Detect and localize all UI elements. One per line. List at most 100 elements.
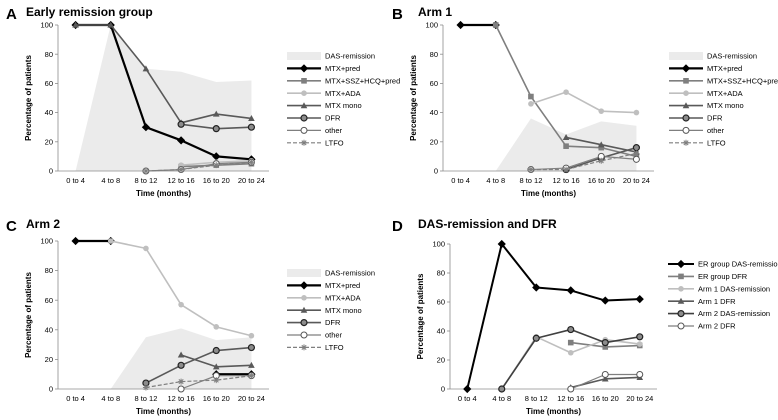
panel-b-data-point: [632, 155, 640, 163]
panel-d-y-axis-label: Percentage of patients: [416, 273, 425, 359]
panel-a-data-point: [141, 123, 151, 132]
panel-b: B Arm 1 0 20 40 60 80 100 0 to 4 4 to 8 8 to 12 12 …: [392, 5, 778, 198]
panel-b-x-tick-label: 12 to 16: [553, 176, 580, 185]
panel-a-x-tick-label: 4 to 8: [101, 176, 120, 185]
legend-label: Arm 1 DAS-remission: [698, 284, 770, 293]
legend-marker: [682, 114, 690, 122]
panel-b-x-tick-label: 4 to 8: [486, 176, 505, 185]
panel-b-data-point: [492, 22, 499, 28]
panel-c-series-line: [110, 240, 252, 337]
panel-b-data-point: [632, 144, 641, 152]
legend-marker: [300, 114, 308, 122]
panel-a-legend: DAS-remission MTX+pred MTX+SSZ+HCQ+pred MTX…: [287, 52, 400, 147]
panel-c-y-axis-label: Percentage of patients: [24, 272, 33, 358]
legend-label: MTX+ADA: [325, 89, 361, 98]
panel-a-y-tick-label: 60: [45, 79, 53, 88]
panel-d: D DAS-remission and DFR 0 20 40 60 80 100 0 to 4…: [392, 217, 778, 416]
panel-c-series-mtx-mono: [177, 351, 255, 370]
panel-c-legend: DAS-remission MTX+pred MTX+ADA MTX mono DFR o…: [287, 269, 375, 352]
legend-marker: [299, 281, 309, 290]
panel-c-data-point: [107, 238, 114, 244]
panel-a-y-tick-label: 100: [40, 21, 53, 30]
legend-marker: [677, 322, 685, 330]
legend-label: Arm 2 DAS-remission: [698, 309, 770, 318]
panel-a-x-tick-label: 20 to 24: [238, 176, 265, 185]
panel-b-x-axis-label: Time (months): [521, 189, 576, 198]
panel-c-x-tick-label: 20 to 24: [238, 394, 265, 403]
panel-d-data-point: [497, 239, 506, 249]
legend-marker: [682, 102, 690, 109]
panel-d-x-tick-label: 0 to 4: [458, 394, 477, 403]
panel-c-y-tick-label: 20: [45, 355, 53, 364]
panel-d-data-point: [636, 333, 644, 341]
panel-c-y-tick-label: 40: [45, 325, 53, 334]
panel-a-y-tick-label: 80: [45, 50, 53, 59]
panel-c-series-dfr: [142, 343, 256, 387]
legend-marker: [301, 295, 307, 301]
panel-d-y-tick-label: 40: [437, 327, 445, 336]
legend-label: LTFO: [325, 343, 344, 352]
panel-c-das-remission-area: [75, 328, 252, 389]
legend-label: LTFO: [707, 138, 726, 147]
legend-label: MTX+pred: [325, 281, 360, 290]
legend-swatch: [287, 52, 321, 60]
legend-label: MTX+SSZ+HCQ+pred: [707, 76, 778, 85]
panel-d-y-tick-label: 0: [441, 385, 445, 394]
legend-label: MTX+ADA: [707, 89, 743, 98]
panel-d-data-point: [601, 339, 609, 347]
legend-label: other: [707, 126, 725, 135]
panel-c-data-point: [213, 377, 220, 384]
panel-a-data-point: [176, 136, 186, 145]
panel-c-data-point: [71, 236, 80, 246]
panel-b-y-tick-label: 100: [425, 21, 438, 30]
panel-c-data-point: [248, 361, 255, 368]
panel-a-y-tick-label: 40: [45, 108, 53, 117]
legend-marker: [301, 139, 307, 146]
panel-b-series-ltfo: [527, 150, 640, 173]
legend-label: DAS-remission: [325, 269, 375, 278]
panel-b-data-point: [528, 101, 534, 107]
panel-d-data-point: [636, 341, 643, 347]
panel-c-y-tick-label: 60: [45, 296, 53, 305]
legend-label: MTX mono: [325, 101, 362, 110]
legend-marker: [677, 297, 685, 304]
panel-a-x-axis-label: Time (months): [136, 189, 191, 198]
panel-a-data-point: [248, 159, 255, 166]
panel-c-data-point: [178, 301, 184, 308]
panel-b-data-point: [563, 89, 569, 95]
panel-b-series-line: [530, 155, 637, 171]
panel-b-series-mtx-pred: [456, 20, 500, 30]
panel-d-series-arm-2-das-remission: [498, 325, 644, 393]
panel-d-data-point: [601, 375, 609, 382]
panel-a-y-axis-label: Percentage of patients: [24, 55, 33, 141]
panel-a-series-ltfo: [142, 159, 255, 174]
legend-label: MTX+ADA: [325, 293, 361, 302]
legend-marker: [683, 139, 689, 146]
panel-d-y-tick-label: 20: [437, 356, 445, 365]
panel-d-data-point: [601, 296, 610, 305]
legend-label: DFR: [707, 114, 723, 123]
panel-a-data-point: [107, 21, 115, 28]
panel-c-data-point: [248, 372, 255, 379]
panel-d-series-line: [466, 243, 640, 390]
legend-label: ER group DFR: [698, 272, 748, 281]
legend-swatch: [287, 269, 321, 277]
legend-label: MTX mono: [707, 101, 744, 110]
panel-d-letter: D: [392, 218, 403, 235]
panel-d-data-point: [567, 325, 575, 334]
panel-c-data-point: [142, 384, 149, 391]
panel-d-data-point: [532, 283, 541, 292]
panel-a-data-point: [212, 125, 220, 133]
panel-d-legend: ER group DAS-remission ER group DFR Arm 1 …: [668, 260, 778, 331]
panel-a-data-point: [248, 115, 255, 122]
panel-a-y-tick-label: 0: [49, 167, 53, 176]
panel-a-x-tick-label: 16 to 20: [203, 176, 230, 185]
panel-d-data-point: [567, 339, 574, 346]
panel-a-data-point: [247, 123, 256, 131]
panel-b-y-tick-label: 80: [430, 50, 438, 59]
panel-b-title: Arm 1: [418, 5, 452, 19]
legend-label: MTX+pred: [325, 64, 360, 73]
panel-c-data-point: [247, 343, 256, 352]
panel-b-y-tick-label: 20: [430, 137, 438, 146]
